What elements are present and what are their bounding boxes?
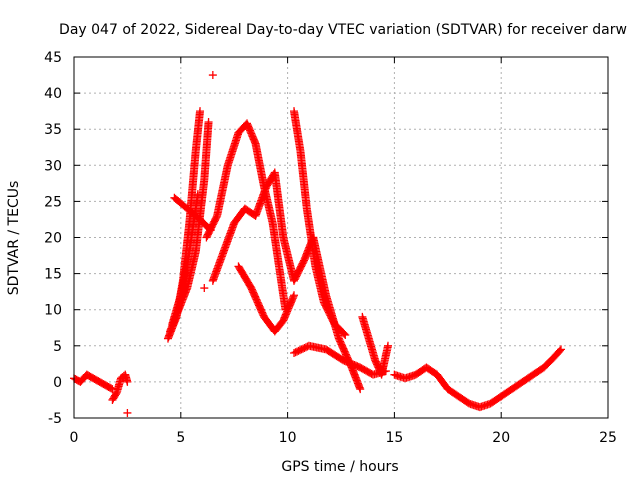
grid-lines — [74, 57, 608, 418]
y-tick-label: 10 — [44, 303, 62, 319]
data-point — [340, 329, 349, 338]
data-point — [107, 384, 116, 393]
data-point — [193, 190, 202, 199]
data-point — [290, 291, 299, 300]
y-tick-label: 35 — [44, 122, 62, 138]
plot-frame — [73, 56, 609, 419]
data-point — [557, 345, 566, 354]
y-tick-label: -5 — [48, 411, 62, 427]
x-tick-label: 5 — [176, 430, 185, 446]
data-point — [383, 341, 392, 350]
y-tick-label: 5 — [53, 339, 62, 355]
x-tick-label: 25 — [599, 430, 617, 446]
y-axis-label: SDTVAR / TECUs — [6, 181, 22, 296]
y-tick-label: 15 — [44, 267, 62, 283]
chart-title: Day 047 of 2022, Sidereal Day-to-day VTE… — [59, 22, 627, 38]
data-point — [204, 117, 213, 126]
data-point — [200, 284, 209, 293]
data-point — [123, 408, 132, 417]
x-tick-label: 20 — [492, 430, 510, 446]
data-points — [70, 71, 566, 417]
data-point — [555, 346, 564, 355]
x-tick-label: 15 — [385, 430, 403, 446]
x-axis-label: GPS time / hours — [281, 459, 398, 475]
y-tick-label: 40 — [44, 86, 62, 102]
axis-ticks: 0 5 10 15 20 25 -5 0 5 10 15 20 25 30 35 40 45 — [44, 50, 617, 446]
x-tick-label: 10 — [279, 430, 297, 446]
y-tick-label: 45 — [44, 50, 62, 66]
x-tick-label: 0 — [70, 430, 79, 446]
data-point — [123, 377, 132, 386]
y-tick-label: 0 — [53, 375, 62, 391]
data-point — [196, 107, 205, 116]
data-point — [356, 385, 365, 394]
y-tick-label: 25 — [44, 194, 62, 210]
data-point — [341, 330, 350, 339]
y-tick-label: 20 — [44, 231, 62, 247]
y-tick-label: 30 — [44, 158, 62, 174]
data-point — [208, 71, 217, 80]
